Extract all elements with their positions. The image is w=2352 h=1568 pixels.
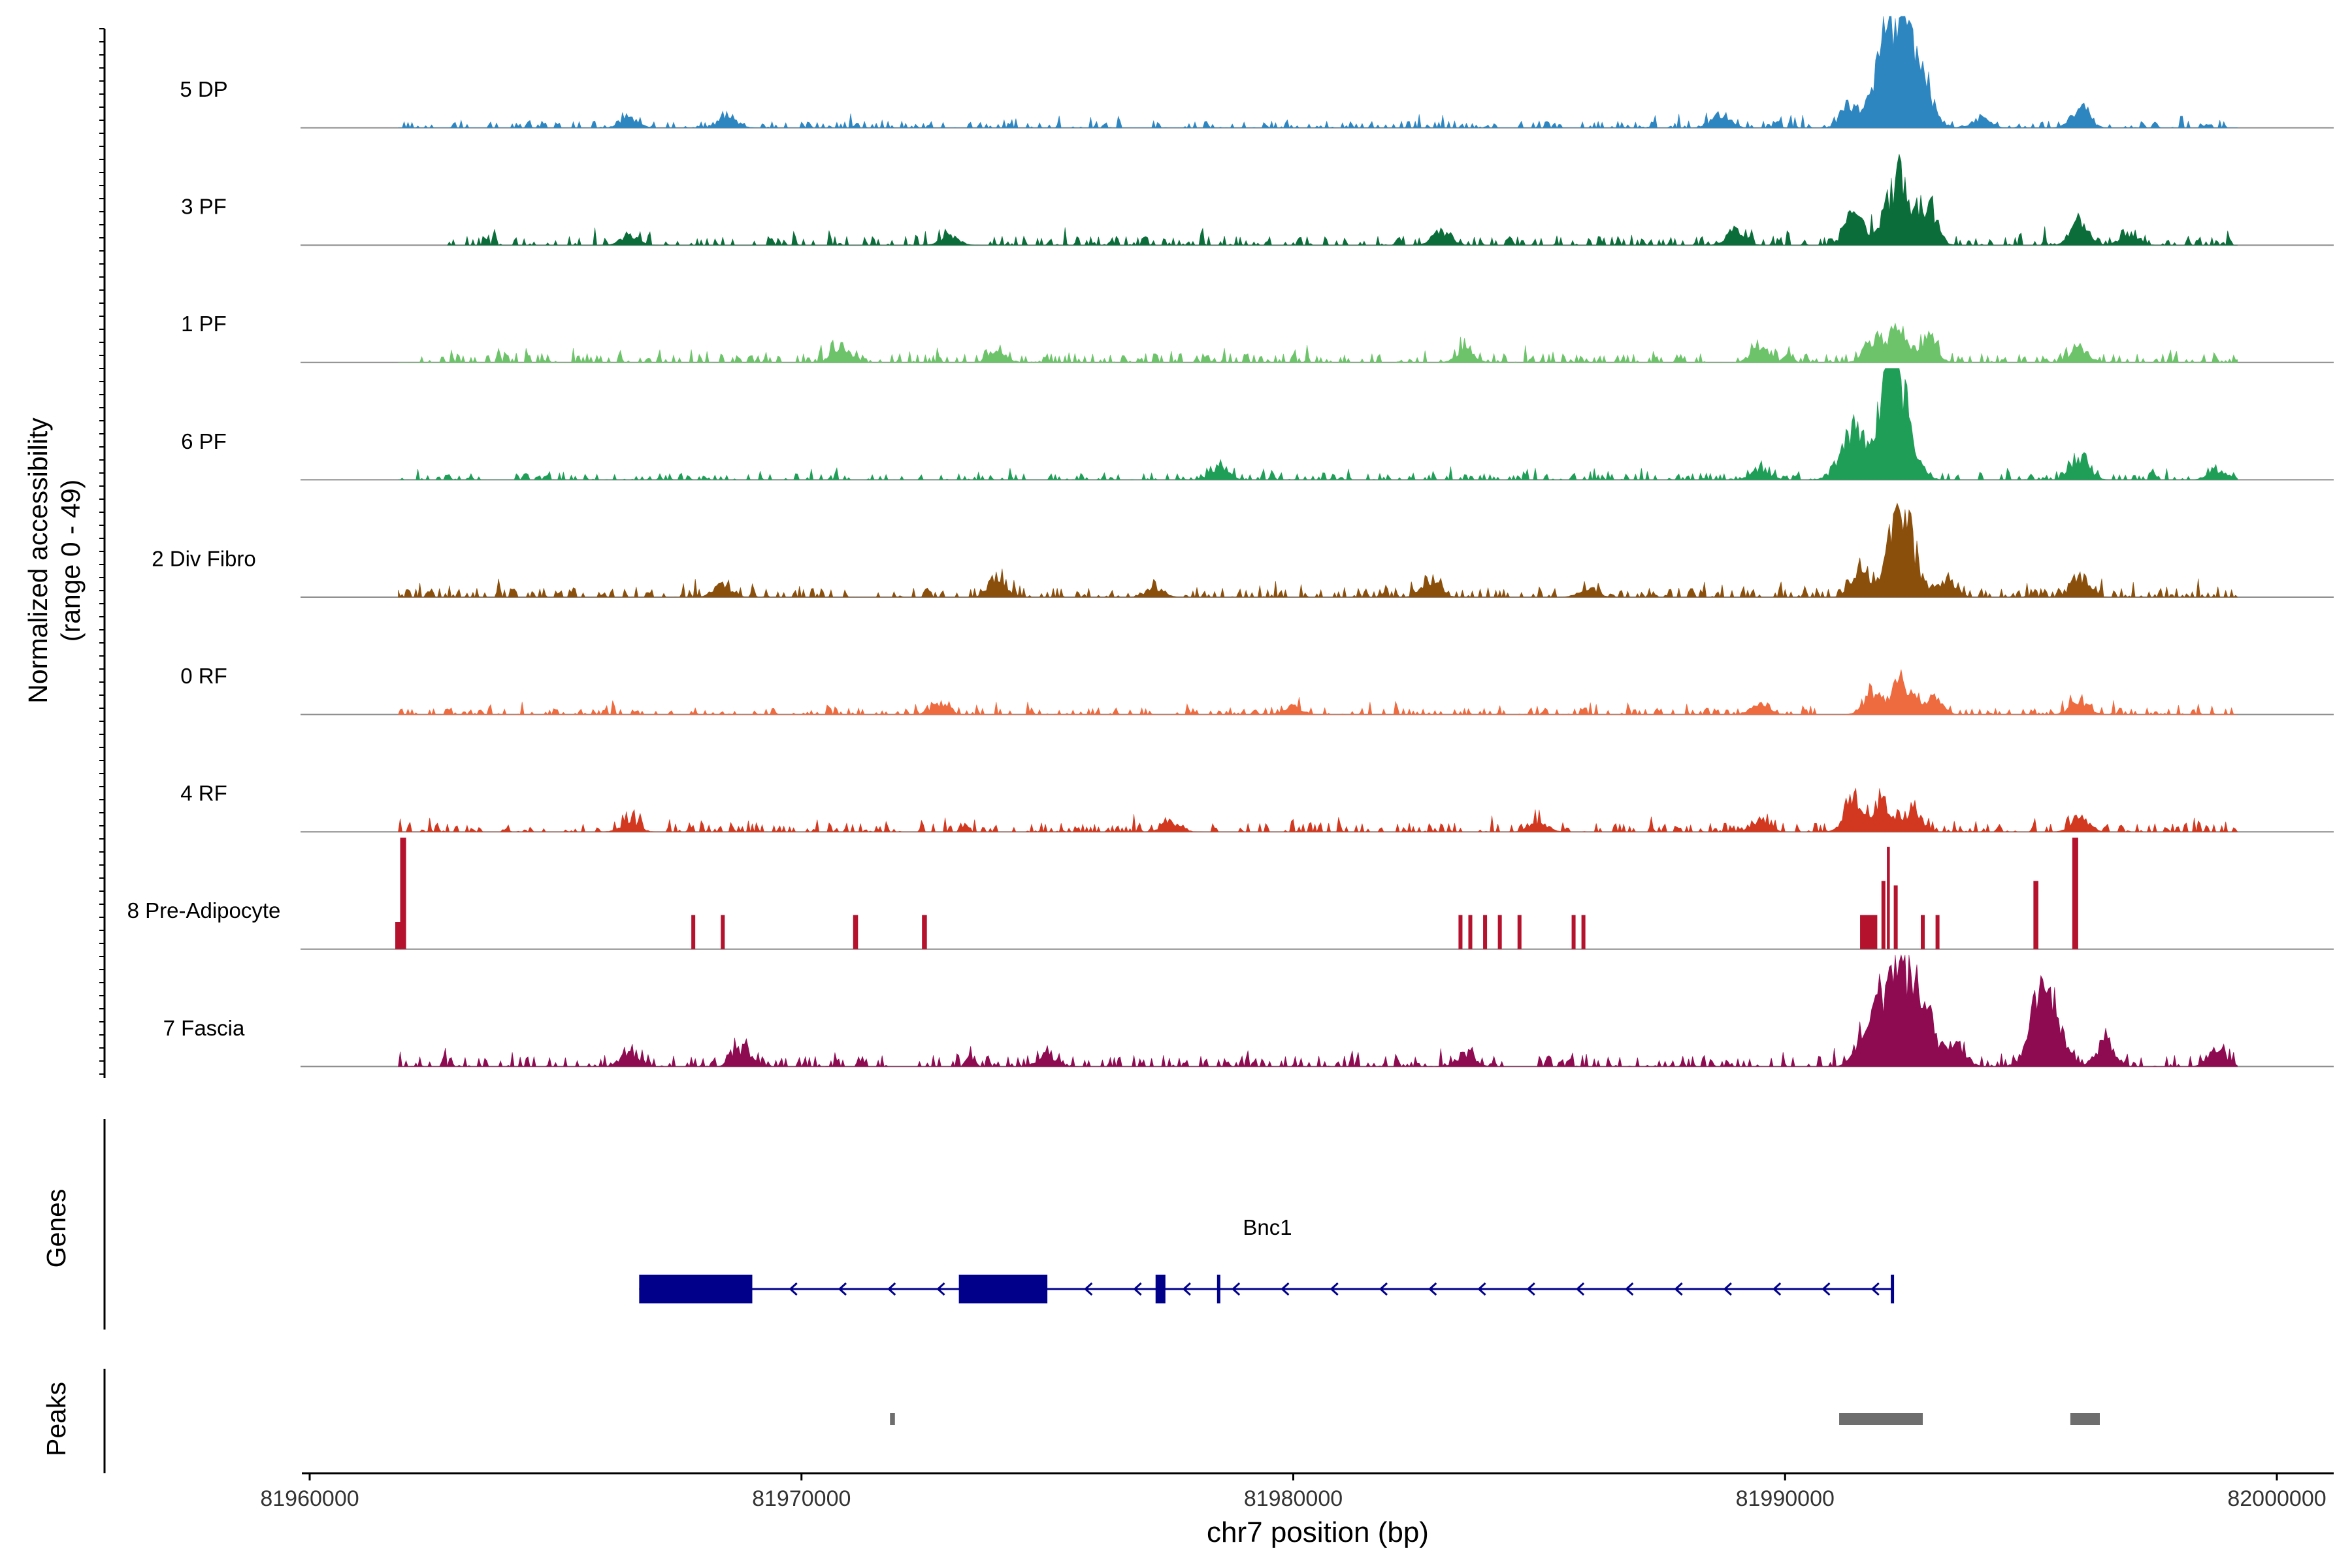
x-tick-label: 82000000: [2227, 1486, 2326, 1511]
track: 2 Div Fibro: [152, 502, 2334, 598]
strand-arrow: [838, 1282, 847, 1296]
track-label: 1 PF: [181, 312, 227, 336]
track: 0 RF: [180, 664, 2334, 715]
strand-arrow: [1625, 1282, 1634, 1296]
strand-arrow: [1182, 1282, 1191, 1296]
strand-arrow: [1821, 1282, 1831, 1296]
coverage-bar: [691, 915, 696, 949]
x-tick-label: 81970000: [752, 1486, 851, 1511]
strand-arrow: [1428, 1282, 1437, 1296]
track-label: 6 PF: [181, 429, 227, 453]
track-label: 2 Div Fibro: [152, 546, 256, 570]
track-label: 4 RF: [180, 781, 227, 806]
coverage-bar: [1893, 885, 1898, 949]
genes-panel: Bnc1: [103, 1119, 1895, 1330]
coverage-bar: [1921, 915, 1925, 949]
gene-exon: [639, 1275, 753, 1303]
gene-exon: [1155, 1275, 1166, 1303]
strand-arrow: [1723, 1282, 1732, 1296]
track-label: 0 RF: [180, 664, 227, 688]
gene-exon: [958, 1275, 1048, 1303]
coverage-bar: [2033, 881, 2038, 949]
strand-arrow: [936, 1282, 945, 1296]
strand-arrow: [1133, 1282, 1142, 1296]
coverage-area: [398, 368, 2238, 481]
strand-arrow: [1281, 1282, 1290, 1296]
track: 3 PF: [181, 154, 2334, 246]
x-tick-label: 81980000: [1244, 1486, 1343, 1511]
coverage-area: [398, 669, 2238, 715]
peaks-panel-label: Peaks: [41, 1382, 71, 1456]
coverage-area: [398, 954, 2238, 1068]
coverage-bar: [721, 915, 725, 949]
strand-arrow: [1084, 1282, 1093, 1296]
coverage-bar: [853, 915, 858, 949]
gene-exon: [1217, 1275, 1220, 1303]
peak-region: [890, 1413, 895, 1425]
y-axis: [99, 28, 106, 1078]
x-axis-label: chr7 position (bp): [1207, 1516, 1429, 1548]
coverage-bar: [1483, 915, 1488, 949]
strand-arrow: [1674, 1282, 1683, 1296]
coverage-bar: [1571, 915, 1576, 949]
strand-arrow: [1575, 1282, 1585, 1296]
coverage-bar: [395, 922, 402, 949]
gene-exon: [1891, 1275, 1895, 1303]
y-axis-label-line1: Normalized accessibility: [23, 417, 53, 704]
coverage-bar: [1517, 915, 1522, 949]
coverage-bar: [1458, 915, 1463, 949]
strand-arrow: [1379, 1282, 1388, 1296]
x-axis: 81960000 81970000 81980000 81990000 82000000: [260, 1472, 2334, 1511]
x-tick-label: 81990000: [1736, 1486, 1835, 1511]
coverage-area: [398, 502, 2238, 598]
peaks-panel: [103, 1369, 2100, 1473]
coverage-bar: [1860, 915, 1878, 949]
strand-arrow: [1330, 1282, 1339, 1296]
track: 5 DP: [180, 16, 2334, 129]
coverage-area: [398, 787, 2238, 833]
track: 4 RF: [180, 781, 2334, 833]
x-tick-label: 81960000: [260, 1486, 359, 1511]
y-axis-label-line2: (range 0 - 49): [56, 480, 86, 642]
track: 1 PF: [181, 312, 2334, 363]
track-label: 7 Fascia: [163, 1016, 245, 1040]
coverage-area: [398, 16, 2238, 129]
strand-arrow: [887, 1282, 896, 1296]
coverage-bar: [400, 838, 406, 949]
coverage-bar: [1581, 915, 1586, 949]
track: 8 Pre-Adipocyte: [127, 838, 2334, 950]
tracks-layer: 5 DP 3 PF 1 PF 6 PF 2 Div Fibro 0 RF 4 RF 8 Pre…: [127, 16, 2334, 1068]
track-label: 5 DP: [180, 77, 227, 101]
coverage-bar: [1881, 881, 1886, 949]
coverage-bar: [1887, 847, 1890, 949]
strand-arrow: [1772, 1282, 1782, 1296]
coverage-area: [447, 154, 2238, 246]
gene-name: Bnc1: [1243, 1215, 1292, 1239]
strand-arrow: [1870, 1282, 1880, 1296]
coverage-bar: [1935, 915, 1940, 949]
track-label: 8 Pre-Adipocyte: [127, 898, 281, 923]
track-label: 3 PF: [181, 195, 227, 219]
track: 7 Fascia: [163, 954, 2334, 1068]
coverage-bar: [1468, 915, 1473, 949]
peak-region: [1839, 1413, 1923, 1425]
strand-arrow: [1231, 1282, 1241, 1296]
coverage-bar: [2072, 838, 2078, 949]
strand-arrow: [789, 1282, 798, 1296]
strand-arrow: [1477, 1282, 1486, 1296]
coverage-bar: [1497, 915, 1502, 949]
track: 6 PF: [181, 368, 2334, 481]
peak-region: [2070, 1413, 2100, 1425]
coverage-area: [398, 322, 2238, 363]
strand-arrow: [1526, 1282, 1535, 1296]
coverage-bar: [922, 915, 927, 949]
genes-panel-label: Genes: [41, 1189, 71, 1268]
